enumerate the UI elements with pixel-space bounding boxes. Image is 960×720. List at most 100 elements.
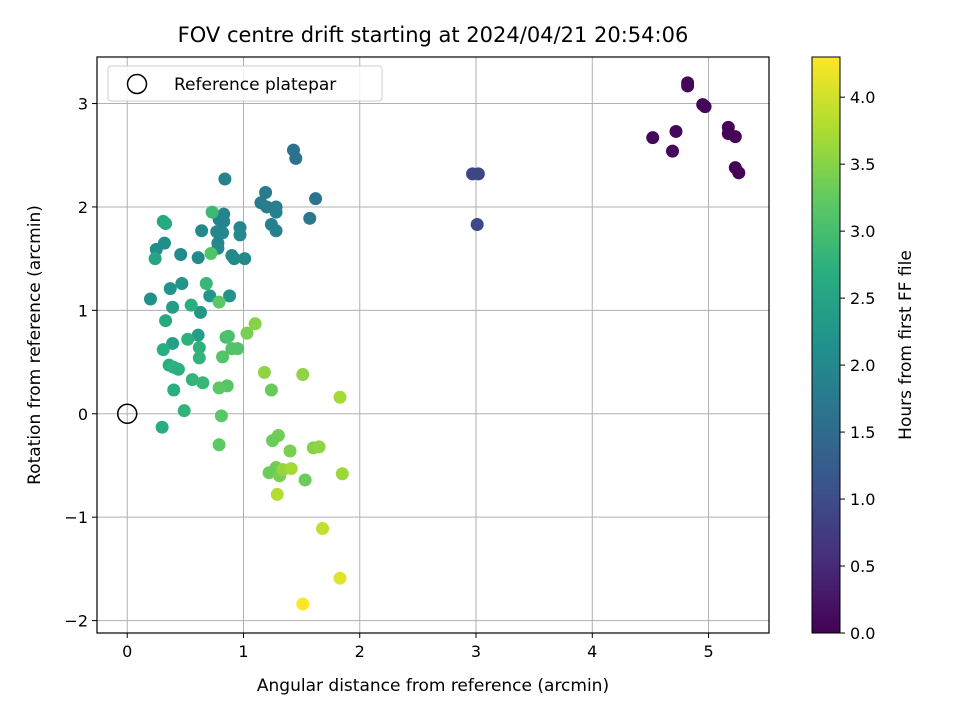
data-point [335,467,349,481]
data-point [728,130,742,144]
data-point [156,343,170,357]
data-point [195,224,209,238]
data-point [698,100,712,114]
data-point [283,444,297,458]
data-point [666,144,680,158]
legend: Reference platepar [107,65,383,102]
legend-label: Reference platepar [174,75,336,95]
data-point [312,440,326,454]
data-point [212,438,226,452]
data-point [217,214,231,228]
chart-title: FOV centre drift starting at 2024/04/21 … [178,23,689,47]
data-point [333,571,347,585]
data-point [221,329,235,343]
y-axis-label: Rotation from reference (arcmin) [25,205,45,485]
data-point [159,314,173,328]
x-tick-label: 4 [587,642,597,661]
colorbar-tick-label: 0.5 [850,557,875,576]
data-point [174,248,188,262]
data-point [166,336,180,350]
data-point [214,409,228,423]
colorbar-tick-label: 4.0 [850,88,875,107]
colorbar-tick-label: 3.5 [850,155,875,174]
data-point [681,79,695,93]
data-point [196,376,210,390]
data-point [203,289,217,303]
data-point [155,420,169,434]
data-point [218,172,232,186]
data-point [269,205,283,219]
data-point [192,351,206,365]
data-point [248,317,262,331]
colorbar: 0.0 0.5 1.0 1.5 2.0 2.5 3.0 3.5 4.0 Hours from f… [811,56,916,643]
data-point [284,462,298,476]
data-point [262,466,276,480]
x-tick-label: 1 [238,642,248,661]
data-point [270,487,284,501]
x-tick-label: 2 [355,642,365,661]
data-point [199,276,213,290]
data-point [269,224,283,238]
reference-marker [116,403,138,425]
data-point [259,185,273,199]
data-point [184,298,198,312]
data-point [231,342,245,356]
colorbar-tick-label: 1.0 [850,490,875,509]
data-point [266,434,280,448]
data-point [159,216,173,230]
data-point [296,597,310,611]
colorbar-tick-label: 0.0 [850,624,875,643]
data-point [193,305,207,319]
data-point [205,205,219,219]
data-point [216,350,230,364]
data-point [166,300,180,314]
data-point [233,228,247,242]
y-tick-label: −2 [64,612,88,631]
data-point [257,365,271,379]
data-point [264,383,278,397]
data-point [148,252,162,266]
data-point [204,246,218,260]
data-point [143,292,157,306]
data-point [238,252,252,266]
data-point [171,362,185,376]
colorbar-tick-label: 1.5 [850,423,875,442]
data-point [240,326,254,340]
colorbar-tick-label: 2.0 [850,356,875,375]
data-point [175,276,189,290]
data-point [212,295,226,309]
data-point [212,381,226,395]
y-tick-label: 2 [78,198,88,217]
colorbar-gradient [811,56,841,634]
colorbar-tick-label: 3.0 [850,222,875,241]
data-point [177,404,191,418]
legend-marker-icon [126,73,148,95]
data-point [333,390,347,404]
data-point [309,192,323,206]
data-point [163,282,177,296]
data-point [192,341,206,355]
data-point [316,522,330,536]
data-point [216,226,230,240]
data-point [471,167,485,181]
y-tick-label: −1 [64,508,88,527]
x-tick-label: 3 [471,642,481,661]
data-point [470,218,484,232]
data-points [143,76,746,611]
x-tick-label: 0 [122,642,132,661]
legend-box [107,65,383,102]
data-point [646,131,660,145]
y-tick-label: 1 [78,301,88,320]
x-axis-label: Angular distance from reference (arcmin) [257,676,609,696]
colorbar-ticks: 0.0 0.5 1.0 1.5 2.0 2.5 3.0 3.5 4.0 [840,88,875,643]
data-point [191,251,205,265]
data-point [303,211,317,225]
data-point [289,151,303,165]
data-point [167,383,181,397]
colorbar-label: Hours from first FF file [896,250,916,440]
data-point [191,328,205,342]
data-point [185,373,199,387]
data-point [669,124,683,138]
y-tick-label: 3 [78,95,88,114]
x-axis-ticks: 0 1 2 3 4 5 [122,633,714,661]
